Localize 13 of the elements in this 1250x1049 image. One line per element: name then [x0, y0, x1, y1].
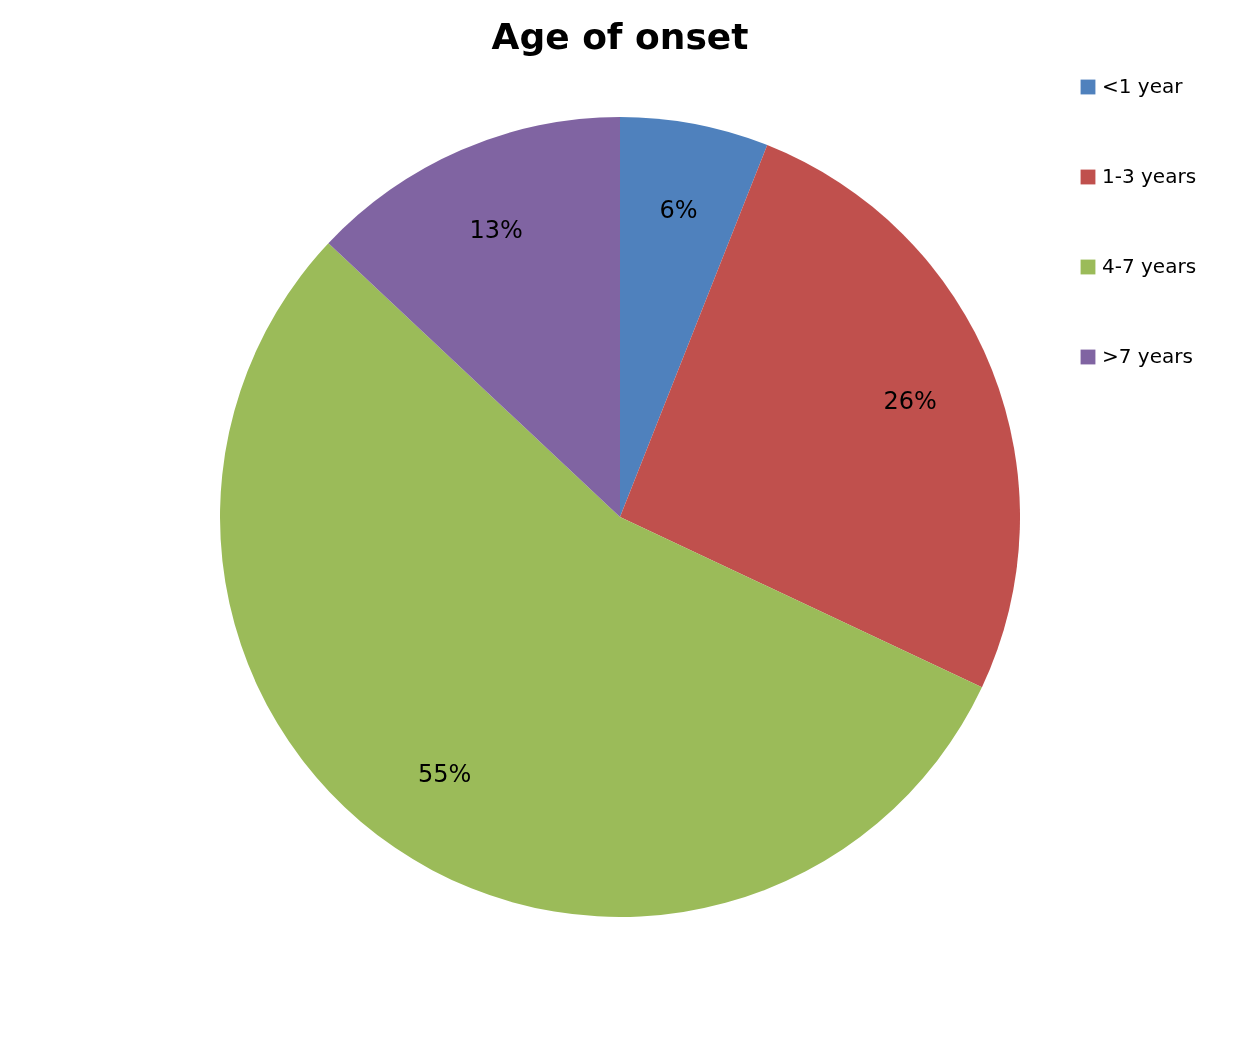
data-label: 13% [469, 215, 523, 244]
pie-slice [620, 145, 1020, 688]
pie-slice [220, 243, 982, 917]
pie-slice [328, 117, 620, 517]
pie-slice [620, 117, 768, 517]
legend-label: 4-7 years [1102, 254, 1197, 278]
data-label: 26% [883, 387, 937, 416]
data-label: 6% [659, 195, 698, 224]
legend-label: 1-3 years [1102, 164, 1197, 188]
data-label: 55% [417, 760, 472, 789]
chart-title: Age of onset [491, 16, 749, 57]
legend-label: >7 years [1102, 344, 1193, 368]
legend-label: <1 year [1102, 74, 1184, 98]
